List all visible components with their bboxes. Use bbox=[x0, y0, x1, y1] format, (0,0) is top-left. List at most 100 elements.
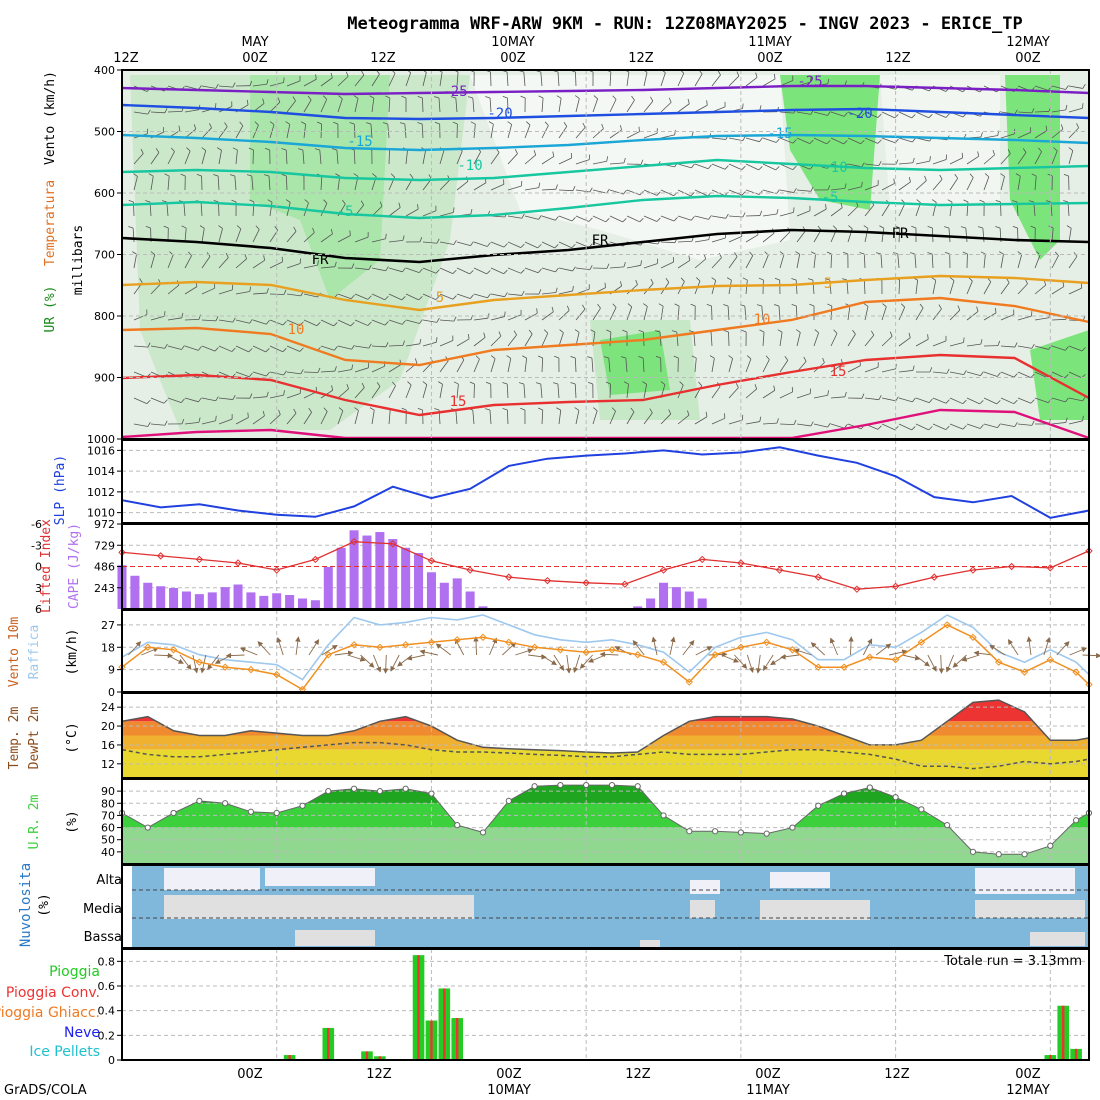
wind-barb bbox=[269, 121, 275, 125]
wind-barb bbox=[354, 293, 369, 300]
wind-barb bbox=[456, 267, 470, 275]
wind-barb bbox=[1000, 173, 1005, 177]
wind-barb bbox=[557, 72, 560, 87]
wind-barb bbox=[150, 111, 166, 114]
wind-barb bbox=[1051, 345, 1066, 351]
wind-barb bbox=[570, 382, 576, 385]
wind-barb bbox=[932, 159, 947, 165]
wind-arrow bbox=[192, 654, 199, 674]
wind-barb bbox=[473, 241, 488, 247]
wind-barb bbox=[881, 137, 896, 144]
wind-barb bbox=[1031, 343, 1035, 349]
wind-barb bbox=[369, 407, 375, 411]
wind-barb bbox=[286, 371, 301, 375]
wind-barb bbox=[303, 293, 318, 298]
wind-barb bbox=[735, 382, 739, 388]
wind-barb bbox=[405, 319, 420, 324]
wind-barb bbox=[473, 358, 480, 373]
wind-barb bbox=[871, 330, 875, 336]
wind-barb bbox=[371, 410, 375, 425]
wind-barb bbox=[575, 95, 580, 99]
wind-barb bbox=[218, 397, 233, 400]
wind-arrow bbox=[780, 654, 799, 660]
wind-barb bbox=[728, 215, 743, 218]
wind-barb bbox=[269, 101, 281, 113]
rh2m-point bbox=[505, 797, 512, 804]
wind-barb bbox=[1063, 200, 1069, 203]
wind-barb bbox=[728, 189, 743, 196]
wind-barb bbox=[148, 173, 154, 177]
wind-barb bbox=[1048, 225, 1054, 229]
wind-barb bbox=[266, 320, 270, 325]
wind-barb bbox=[779, 332, 783, 347]
wind-barb bbox=[948, 228, 951, 243]
wind-barb bbox=[796, 332, 801, 347]
wind-barb bbox=[929, 156, 931, 162]
wind-barb bbox=[571, 217, 576, 222]
time-label-top: 12Z bbox=[628, 51, 654, 66]
y-tick-label: 12 bbox=[101, 758, 115, 771]
wind-barb bbox=[167, 110, 183, 113]
wind-barb bbox=[184, 255, 192, 269]
wind-barb bbox=[316, 121, 322, 125]
wind-barb bbox=[1031, 420, 1035, 426]
wind-barb bbox=[317, 367, 321, 373]
wind-barb bbox=[966, 155, 979, 165]
wind-barb bbox=[184, 345, 199, 351]
wind-barb bbox=[524, 333, 533, 347]
wind-barb bbox=[1007, 148, 1011, 154]
wind-barb bbox=[847, 365, 861, 373]
wind-barb bbox=[574, 407, 580, 411]
rh2m-point bbox=[969, 848, 977, 855]
time-label-bottom: 00Z bbox=[1015, 1067, 1041, 1082]
wind-barb bbox=[469, 270, 474, 275]
wind-barb bbox=[360, 200, 365, 206]
wind-barb bbox=[691, 131, 694, 137]
wind-barb bbox=[320, 175, 323, 191]
cloud-cover-block bbox=[690, 880, 720, 894]
cape-tick-label: 486 bbox=[94, 561, 115, 574]
wind-barb bbox=[843, 112, 848, 117]
wind-barb bbox=[235, 228, 242, 243]
wind-barb bbox=[983, 281, 992, 295]
wind-barb bbox=[945, 399, 950, 404]
wind10m-point bbox=[1072, 668, 1080, 676]
wind-barb bbox=[609, 383, 611, 399]
wind-barb bbox=[705, 411, 708, 417]
y-tick-label: 70 bbox=[101, 809, 115, 822]
isotherm-line bbox=[121, 194, 1090, 220]
wind-barb bbox=[863, 225, 869, 229]
wind-barb bbox=[1034, 130, 1048, 139]
wind-barb bbox=[486, 242, 491, 247]
wind-barb bbox=[507, 121, 512, 125]
wind-barb bbox=[236, 225, 242, 230]
wind-barb bbox=[852, 329, 856, 335]
wind-barb bbox=[147, 422, 151, 427]
wind-barb bbox=[932, 308, 942, 321]
wind-barb bbox=[164, 343, 168, 349]
wind-barb bbox=[225, 252, 229, 258]
wind10m-point bbox=[788, 646, 797, 654]
wind-barb bbox=[877, 425, 882, 430]
wind-barb bbox=[881, 228, 885, 243]
wind-barb bbox=[184, 318, 200, 321]
wind-barb bbox=[496, 148, 500, 153]
wind-barb bbox=[898, 337, 911, 347]
rh2m-point bbox=[325, 788, 332, 795]
wind-barb bbox=[813, 332, 820, 347]
wind-barb bbox=[354, 345, 369, 349]
wind-barb bbox=[827, 185, 831, 191]
wind-barb bbox=[414, 358, 418, 364]
wind-barb bbox=[507, 358, 512, 373]
panel-frame bbox=[121, 948, 1090, 1061]
wind10m-point bbox=[737, 643, 745, 651]
wind-barb bbox=[422, 150, 427, 165]
wind-barb bbox=[366, 122, 372, 125]
wind-barb bbox=[198, 417, 201, 423]
wind-barb bbox=[626, 131, 640, 139]
wind-barb bbox=[931, 254, 934, 269]
cape-bar bbox=[297, 598, 308, 609]
wind-barb bbox=[541, 267, 556, 273]
wind-barb bbox=[642, 358, 645, 373]
wind-barb bbox=[308, 407, 312, 413]
